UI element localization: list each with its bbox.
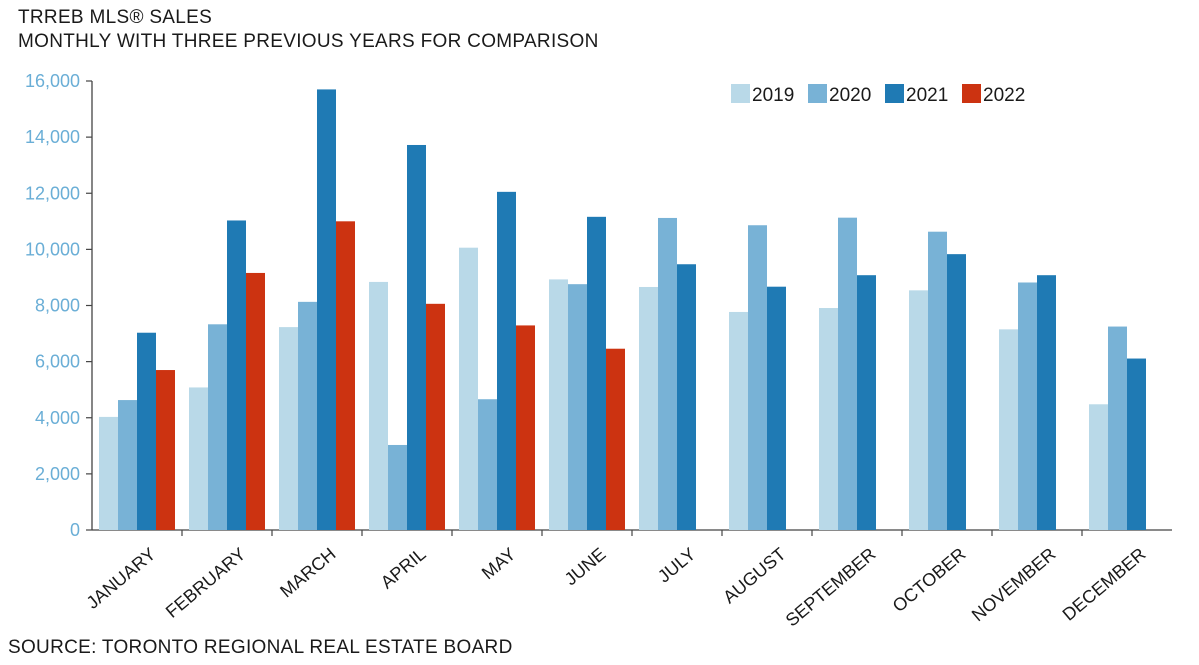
x-tick-label: JUNE [561, 544, 610, 590]
x-tick-label: JULY [654, 544, 700, 587]
bar-2020-january [118, 400, 137, 530]
bar-2019-february [189, 387, 208, 530]
bar-2020-october [928, 231, 947, 530]
bar-2021-september [857, 275, 876, 530]
bar-2021-may [497, 191, 516, 531]
y-tick-label: 14,000 [25, 127, 80, 147]
bar-2021-august [767, 286, 786, 530]
bar-2020-september [838, 217, 857, 530]
y-tick-label: 16,000 [25, 71, 80, 91]
y-tick-label: 12,000 [25, 183, 80, 203]
bar-2021-november [1037, 275, 1056, 530]
legend-label-2022: 2022 [983, 85, 1025, 106]
bar-2021-october [947, 254, 966, 530]
x-tick-label: FEBRUARY [162, 544, 250, 622]
bar-2021-july [677, 264, 696, 530]
bar-2021-june [587, 216, 606, 530]
bar-2020-august [748, 225, 767, 530]
bar-2022-february [246, 272, 265, 530]
bar-2021-january [137, 332, 156, 530]
bar-2022-april [426, 303, 445, 530]
legend-swatch-2021 [885, 84, 904, 103]
x-tick-label: SEPTEMBER [782, 544, 880, 631]
legend-label-2020: 2020 [829, 85, 871, 106]
y-tick-label: 6,000 [35, 352, 80, 372]
bar-2019-august [729, 311, 748, 530]
y-tick-label: 2,000 [35, 464, 80, 484]
bar-2022-may [516, 325, 535, 530]
bar-2019-december [1089, 404, 1108, 530]
x-tick-label: NOVEMBER [968, 544, 1060, 626]
x-tick-label: MARCH [276, 544, 339, 602]
bar-2020-december [1108, 326, 1127, 530]
bar-2019-january [99, 416, 118, 530]
x-tick-label: AUGUST [719, 544, 789, 608]
legend-swatch-2019 [731, 84, 750, 103]
bar-2020-november [1018, 282, 1037, 530]
bar-2019-november [999, 329, 1018, 530]
bar-2020-june [568, 284, 587, 530]
bar-2019-april [369, 281, 388, 530]
bar-2020-may [478, 399, 497, 530]
bar-2021-april [407, 144, 426, 531]
bar-2022-march [336, 221, 355, 530]
bar-2021-march [317, 89, 336, 530]
bar-2019-march [279, 327, 298, 530]
x-tick-label: OCTOBER [889, 544, 970, 616]
bar-2021-february [227, 220, 246, 530]
bar-2019-june [549, 279, 568, 530]
bar-2020-february [208, 324, 227, 530]
bar-2022-june [606, 348, 625, 530]
legend-swatch-2020 [808, 84, 827, 103]
chart-title: TRREB MLS® SALES [18, 7, 213, 28]
legend-label-2021: 2021 [906, 85, 948, 106]
bar-2019-july [639, 286, 658, 530]
bar-2020-april [388, 444, 407, 530]
bar-2022-january [156, 370, 175, 530]
chart-subtitle: MONTHLY WITH THREE PREVIOUS YEARS FOR CO… [18, 31, 599, 52]
bar-2019-september [819, 308, 838, 530]
bar-2019-october [909, 290, 928, 530]
y-tick-label: 0 [70, 520, 80, 540]
y-tick-label: 8,000 [35, 296, 80, 316]
bar-2019-may [459, 247, 478, 530]
legend-label-2019: 2019 [752, 85, 794, 106]
legend-swatch-2022 [962, 84, 981, 103]
bar-2021-december [1127, 358, 1146, 530]
x-tick-label: DECEMBER [1059, 544, 1150, 625]
source-note: SOURCE: TORONTO REGIONAL REAL ESTATE BOA… [8, 637, 513, 658]
bar-2020-march [298, 301, 317, 530]
y-tick-label: 4,000 [35, 408, 80, 428]
bar-2020-july [658, 217, 677, 530]
x-tick-label: APRIL [377, 544, 430, 593]
x-tick-label: JANUARY [83, 544, 160, 613]
x-tick-label: MAY [478, 544, 520, 584]
y-tick-label: 10,000 [25, 239, 80, 259]
